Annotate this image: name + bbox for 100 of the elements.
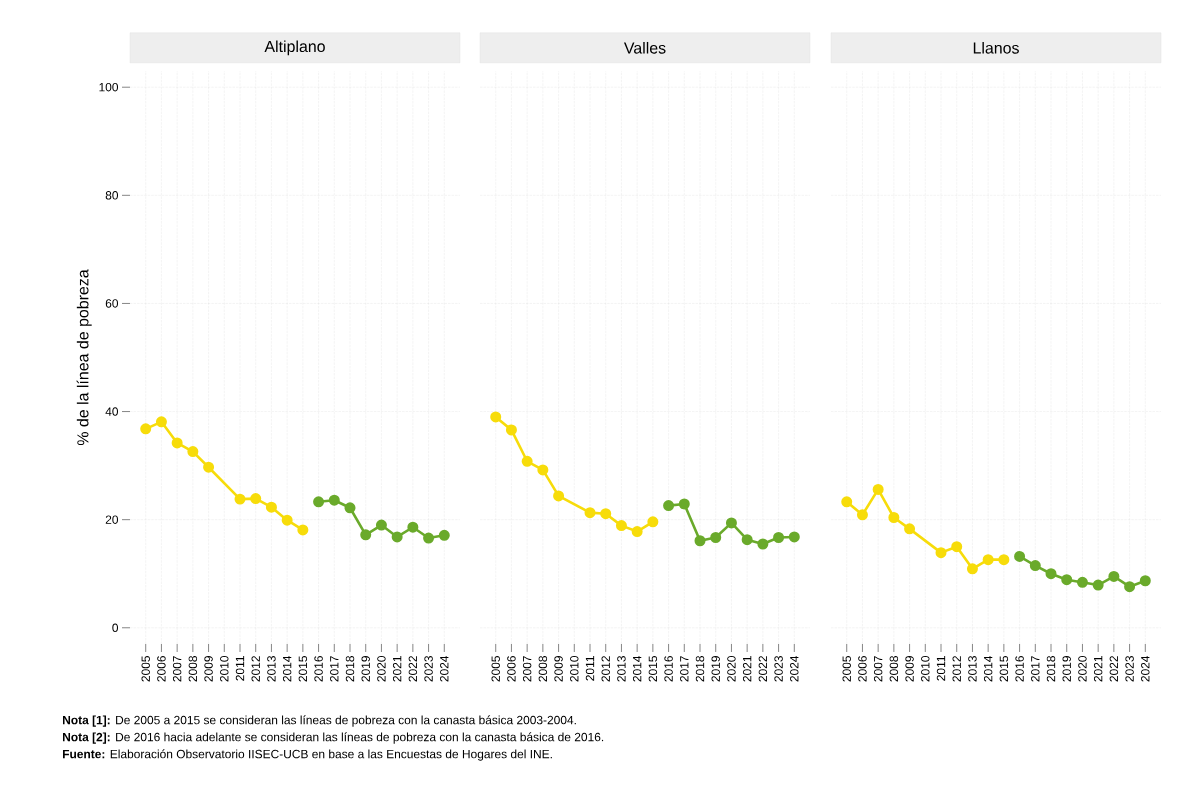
x-tick-label: 2020 <box>727 655 736 682</box>
chart-title: Altiplano <box>264 40 325 56</box>
text: Nota [2]: De 2016 hacia adelante se consideran las líneas de pobreza con la canasta básica de 2016. <box>63 732 604 744</box>
point <box>841 496 853 508</box>
x-tick-label: 2009 <box>204 656 213 682</box>
point <box>872 483 884 495</box>
x-tick-label: 2006 <box>507 656 516 682</box>
x-tick-label: 2010 <box>570 655 579 682</box>
point <box>741 534 753 546</box>
x-tick-label: 2007 <box>873 656 883 682</box>
point <box>904 523 916 535</box>
x-tick-label: 2016 <box>1015 656 1024 682</box>
point <box>537 464 549 476</box>
x-tick-label: 2021 <box>392 656 402 682</box>
point <box>1108 570 1120 582</box>
x-tick-label: 2017 <box>680 656 689 682</box>
x-tick-label: 2013 <box>968 656 977 682</box>
x-tick-label: 2012 <box>952 656 961 682</box>
point <box>678 498 690 510</box>
x-tick-label: 2017 <box>1031 656 1040 682</box>
point <box>1076 576 1088 588</box>
x-tick-label: 2009 <box>554 656 563 682</box>
point <box>725 517 737 529</box>
x-tick-label: 2022 <box>1109 656 1119 682</box>
x-tick-label: 2024 <box>440 655 449 682</box>
point <box>773 532 785 544</box>
point <box>171 437 183 449</box>
point <box>187 446 199 458</box>
y-axis-title: % de la línea de pobreza <box>76 269 92 446</box>
x-tick-label: 2019 <box>361 656 370 682</box>
x-tick-label: 2012 <box>251 656 260 682</box>
point <box>788 531 800 543</box>
x-tick-label: 2020 <box>1078 655 1087 682</box>
x-tick-label: 2008 <box>188 656 198 682</box>
point <box>234 493 246 505</box>
point <box>710 532 722 544</box>
x-tick-label: 2015 <box>648 656 658 682</box>
x-tick-label: 2014 <box>282 655 292 682</box>
point <box>328 494 340 506</box>
point <box>584 507 596 519</box>
x-tick-label: 2007 <box>522 656 532 682</box>
point <box>490 411 502 423</box>
point <box>423 532 435 544</box>
x-tick-label: 2009 <box>905 656 914 682</box>
x-tick-label: 2013 <box>617 656 626 682</box>
x-tick-label: 2016 <box>314 656 323 682</box>
x-tick-label: 2014 <box>983 655 993 682</box>
point <box>265 501 277 513</box>
x-tick-label: 2018 <box>345 656 355 682</box>
y-tick-label: 100 <box>99 82 119 92</box>
x-tick-label: 2022 <box>758 656 768 682</box>
x-tick-label: 2024 <box>1141 655 1150 682</box>
point <box>140 423 152 435</box>
point <box>1061 574 1073 586</box>
x-tick-label: 2014 <box>632 655 642 682</box>
point <box>631 526 643 538</box>
x-tick-label: 2019 <box>1062 656 1071 682</box>
x-tick-label: 2016 <box>664 656 673 682</box>
text: Nota [1]: De 2005 a 2015 se consideran las líneas de pobreza con la canasta básica 2003-2004. <box>63 715 576 727</box>
x-tick-label: 2019 <box>711 656 720 682</box>
chart-title: Valles <box>623 41 666 54</box>
point <box>600 508 612 520</box>
point <box>521 455 533 467</box>
x-tick-label: 2005 <box>842 656 851 682</box>
x-tick-label: 2008 <box>889 656 899 682</box>
point <box>407 521 419 533</box>
x-tick-label: 2010 <box>921 655 930 682</box>
x-tick-label: 2021 <box>1093 656 1103 682</box>
point <box>888 511 900 523</box>
x-tick-label: 2015 <box>298 656 308 682</box>
y-tick-label: 0 <box>112 623 119 633</box>
x-tick-label: 2008 <box>538 656 548 682</box>
point <box>360 529 372 541</box>
point <box>663 500 675 512</box>
point <box>1139 575 1151 587</box>
x-tick-label: 2006 <box>157 656 166 682</box>
point <box>757 538 769 550</box>
x-tick-label: 2024 <box>790 655 799 682</box>
x-tick-label: 2018 <box>695 656 705 682</box>
y-tick-label: 60 <box>105 299 119 308</box>
x-tick-label: 2011 <box>936 656 946 681</box>
point <box>951 541 963 553</box>
x-tick-label: 2023 <box>1125 656 1134 682</box>
point <box>1029 560 1041 572</box>
y-tick-label: 20 <box>105 515 119 524</box>
point <box>203 461 215 473</box>
point <box>856 509 868 521</box>
x-tick-label: 2023 <box>424 656 433 682</box>
point <box>313 496 325 508</box>
point <box>250 493 262 505</box>
point <box>694 535 706 547</box>
point <box>281 514 293 526</box>
chart-title: Llanos <box>973 41 1019 54</box>
point <box>982 554 994 566</box>
x-tick-label: 2006 <box>858 656 867 682</box>
point <box>966 563 978 575</box>
point <box>1092 579 1104 591</box>
x-tick-label: 2013 <box>267 656 276 682</box>
point <box>438 529 450 541</box>
x-tick-label: 2010 <box>220 655 229 682</box>
